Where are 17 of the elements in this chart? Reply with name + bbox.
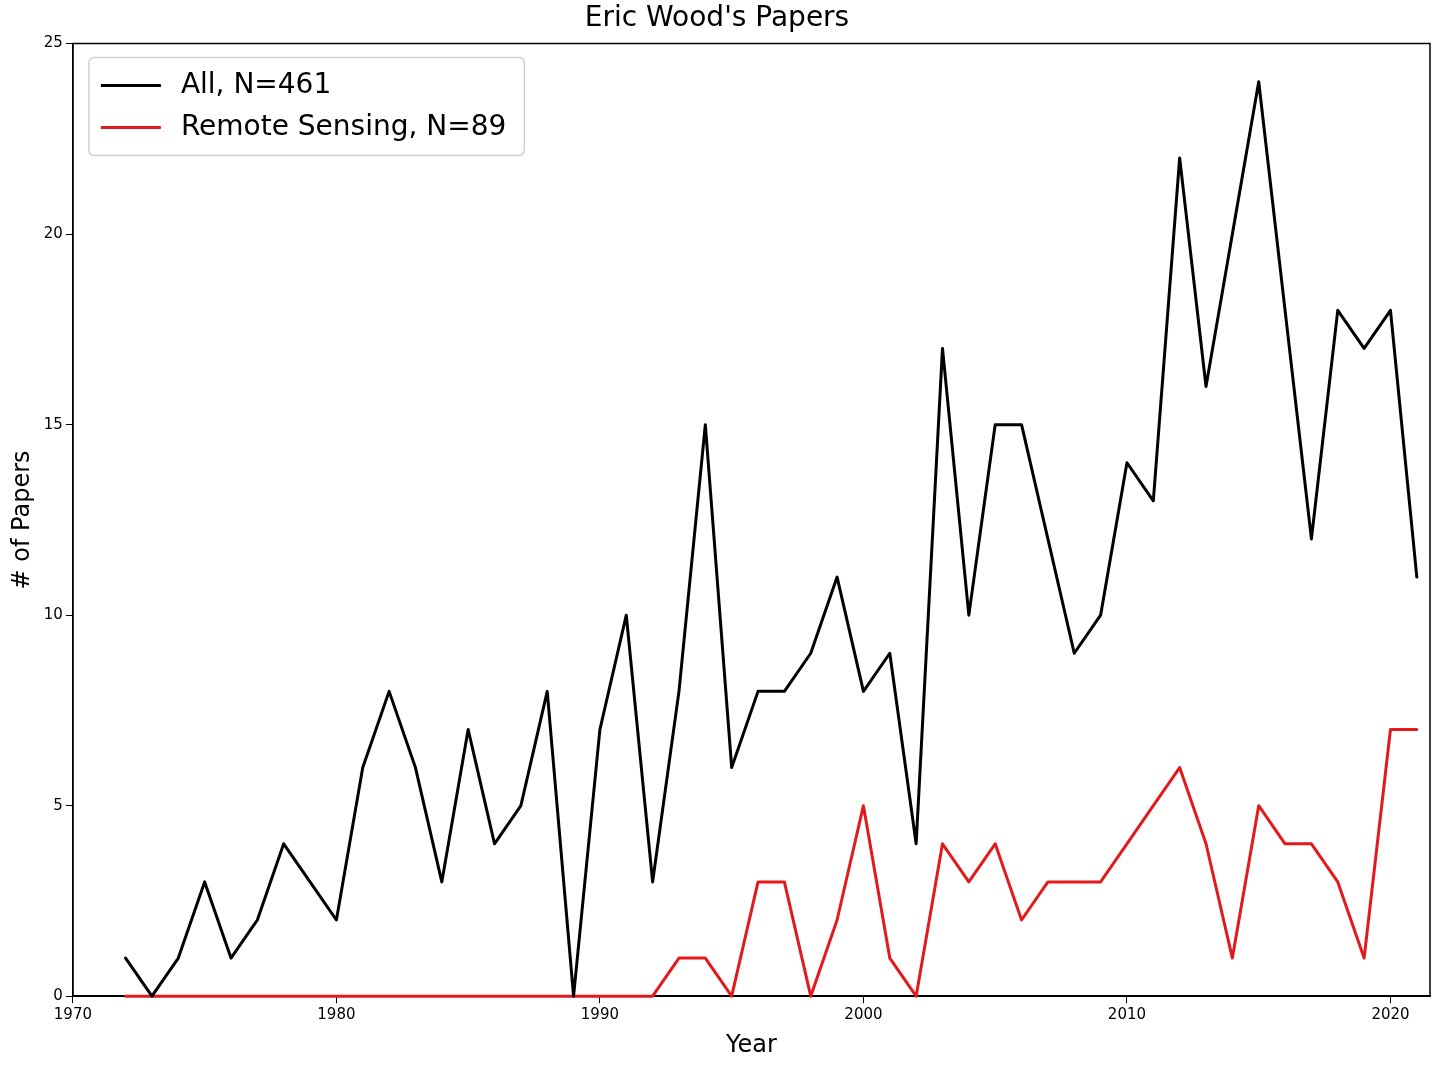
- x-tick-label: 1980: [317, 1005, 356, 1024]
- y-axis-title: # of Papers: [6, 450, 35, 590]
- chart-title: Eric Wood's Papers: [584, 0, 850, 34]
- x-tick-label: 1970: [53, 1005, 92, 1024]
- y-tick-label: 10: [43, 605, 63, 624]
- y-tick-label: 0: [53, 986, 63, 1005]
- x-tick-label: 2020: [1371, 1005, 1410, 1024]
- legend-label: All, N=461: [180, 66, 332, 100]
- x-tick-label: 2010: [1107, 1005, 1147, 1024]
- x-tick-label: 1990: [580, 1005, 620, 1024]
- x-axis-title: Year: [725, 1029, 777, 1058]
- legend-label: Remote Sensing, N=89: [180, 108, 507, 142]
- y-tick-label: 25: [43, 33, 63, 52]
- y-tick-label: 15: [43, 414, 63, 433]
- y-tick-label: 5: [53, 795, 63, 814]
- y-tick-label: 20: [43, 224, 63, 243]
- x-tick-label: 2000: [844, 1005, 883, 1024]
